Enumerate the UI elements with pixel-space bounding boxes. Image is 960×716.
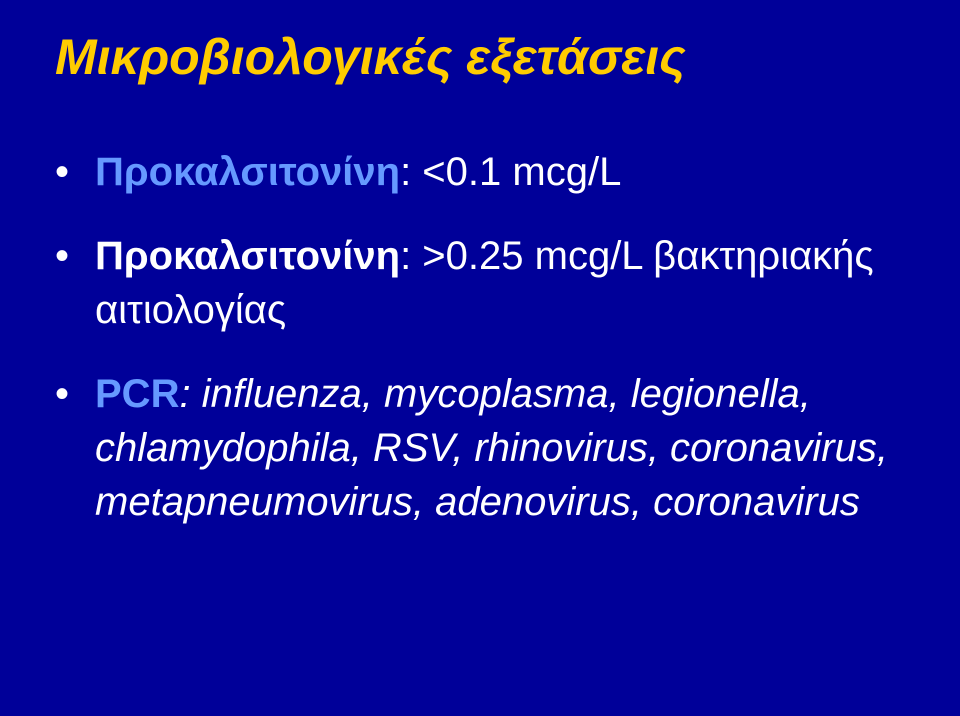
list-item: Προκαλσιτονίνη: <0.1 mcg/L: [55, 145, 925, 199]
list-item: Προκαλσιτονίνη: >0.25 mcg/L βακτηριακής …: [55, 229, 925, 337]
list-item: PCR: influenza, mycoplasma, legionella, …: [55, 367, 925, 529]
bullet-text: : influenza, mycoplasma, legionella, chl…: [95, 372, 888, 524]
bullet-label: PCR: [95, 372, 179, 416]
slide-title: Μικροβιολογικές εξετάσεις: [55, 30, 925, 85]
bullet-list: Προκαλσιτονίνη: <0.1 mcg/L Προκαλσιτονίν…: [55, 145, 925, 529]
bullet-label: Προκαλσιτονίνη: [95, 234, 400, 278]
bullet-text: : <0.1 mcg/L: [400, 150, 621, 194]
bullet-label: Προκαλσιτονίνη: [95, 150, 400, 194]
slide: Μικροβιολογικές εξετάσεις Προκαλσιτονίνη…: [0, 0, 960, 716]
